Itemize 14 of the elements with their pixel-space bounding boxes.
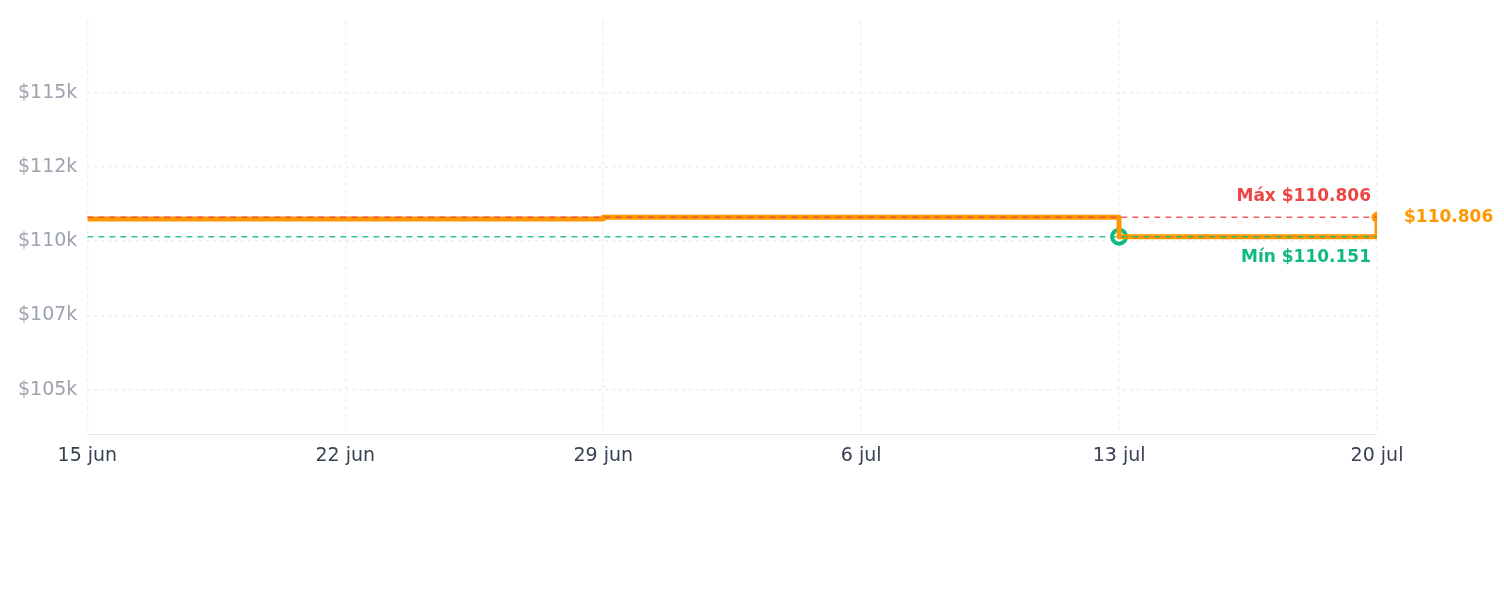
y-tick-label: $110k — [18, 228, 78, 251]
x-tick-label: 29 jun — [573, 442, 634, 465]
x-tick-label: 20 jul — [1350, 442, 1404, 465]
data-label: $110.806 — [1404, 205, 1494, 226]
ref-line-label: Mín $110.151 — [1240, 245, 1371, 266]
x-tick-label: 6 jul — [840, 442, 882, 465]
y-tick-label: $105k — [18, 376, 78, 399]
y-tick-label: $115k — [18, 79, 78, 102]
y-tick-label: $112k — [18, 153, 78, 176]
x-tick-label: 22 jun — [315, 442, 376, 465]
x-tick-label: 15 jun — [57, 442, 118, 465]
ref-line-label: Máx $110.806 — [1236, 185, 1371, 206]
x-tick-label: 13 jul — [1092, 442, 1146, 465]
y-tick-label: $107k — [18, 302, 78, 325]
